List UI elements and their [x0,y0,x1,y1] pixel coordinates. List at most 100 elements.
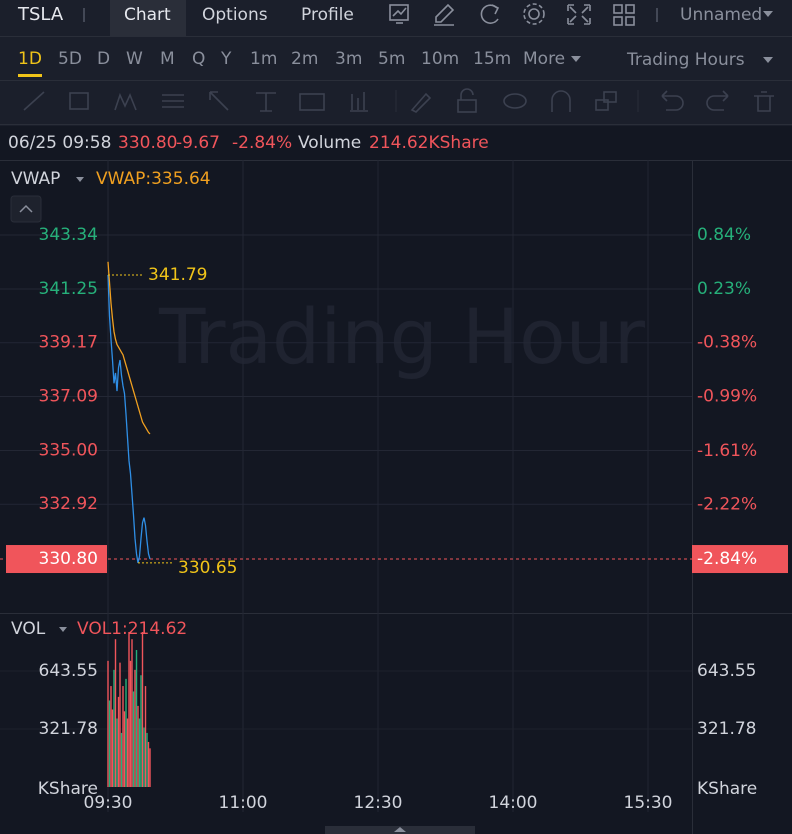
x-tick-label: 12:30 [354,793,403,813]
timeframe[interactable]: D [97,49,110,69]
volume-bar [122,686,124,787]
timeframe[interactable]: 5D [58,49,82,69]
symbol[interactable]: TSLA [17,4,64,25]
y-tick-label: 343.34 [39,225,98,245]
volume-bar [119,662,121,787]
timeframe[interactable]: 10m [421,49,459,69]
dropdown-arrow [763,11,773,17]
volume-bar [126,718,129,787]
volume-bar [120,732,123,787]
y2-tick-label: 0.84% [697,225,751,245]
volume-bar [123,711,126,787]
timeframes: 1D 5D D W M Q Y 1m 2m 3m 5m 10m 15m More [18,49,565,69]
collapse-button[interactable] [10,195,42,223]
volume-bar [125,678,127,787]
y-tick-label: 339.17 [39,333,98,353]
tab[interactable]: Profile [301,5,354,25]
dropdown-arrow [763,57,773,63]
y-tick-label: 341.25 [39,279,98,299]
volume-bar [111,709,114,787]
volume-bar [144,686,147,787]
session-select[interactable]: Trading Hours [626,50,745,70]
timeframe-underline [18,74,42,77]
timeframe[interactable]: 15m [473,49,511,69]
vol-tick-label: 643.55 [39,661,98,681]
x-tick-label: 15:30 [624,793,673,813]
top-icons[interactable] [389,3,635,26]
y2-tick-label: -1.61% [697,441,757,461]
tab[interactable]: Chart [124,5,171,25]
tab[interactable]: Options [202,5,268,25]
volume-bar [114,639,117,787]
caret [394,827,406,832]
volume-bar [147,741,150,787]
drawing-tools[interactable] [23,88,774,113]
volume-bar [134,669,136,787]
timeframe[interactable]: M [160,49,175,69]
volume-bar [138,718,141,787]
quote-volume: 214.62KShare [369,133,489,153]
y-tick-label: 337.09 [39,386,98,406]
high-label: 341.79 [148,265,207,285]
volume-bar [116,718,118,787]
volume-bar [128,631,130,787]
dropdown-arrow [571,56,581,62]
vol-unit: KShare [38,779,98,799]
volume-bar [143,727,145,787]
dropdown-arrow [59,627,67,632]
quote-time: 06/25 09:58 [8,133,111,153]
volume-bar [110,686,112,787]
quote-pct: -2.84% [232,133,292,153]
y-tick-label: 335.00 [39,440,98,460]
x-tick-label: 09:30 [84,793,133,813]
vol-unit: KShare [697,779,757,799]
volume-bar [140,675,142,787]
x-tick-label: 14:00 [489,793,538,813]
timeframe[interactable]: More [523,49,565,69]
volume-bar [146,732,148,787]
timeframe[interactable]: 1m [250,49,277,69]
volume-bar [135,650,138,787]
vol-tick-label: 643.55 [697,661,756,681]
vol-indicator-name: VOL [11,619,46,639]
y2-tick-label: -0.99% [697,386,757,406]
vol-tick-label: 321.78 [697,719,756,739]
volume-bar [137,705,139,787]
vol-tick-label: 321.78 [39,719,98,739]
y2-tick-label: -0.38% [697,333,757,353]
timeframe[interactable]: 5m [378,49,405,69]
x-tick-label: 11:00 [219,793,268,813]
volume-bar [113,669,115,787]
volume-bar [108,700,111,787]
volume-bar [117,696,120,787]
watermark: Trading Hour [158,292,646,381]
quote-last: 330.80 [118,133,177,153]
y-tick-label: 332.92 [39,494,98,514]
caret [19,204,33,213]
timeframe[interactable]: W [126,49,143,69]
quote-volume-label: Volume [298,133,361,153]
timeframe[interactable]: 1D [18,49,42,69]
last-price-label: 330.80 [39,549,98,569]
volume-bar [131,639,133,787]
y2-tick-label: 0.23% [697,279,751,299]
volume-bar [107,660,109,787]
active-tab-bg [110,0,186,36]
timeframe[interactable]: 2m [291,49,318,69]
plot: 09:30 11:00 12:30 14:00 15:30 343.34 341.25 339… [0,160,788,813]
layout-name[interactable]: Unnamed [680,5,762,25]
timeframe[interactable]: Y [220,49,232,69]
dropdown-arrow [76,177,84,182]
quote-change: -9.67 [176,133,220,153]
price-line [107,261,151,435]
timeframe[interactable]: 3m [335,49,362,69]
y2-tick-label: -2.22% [697,494,757,514]
timeframe[interactable]: Q [192,49,205,69]
last-pct-label: -2.84% [697,549,757,569]
volume-bar [149,748,151,787]
volume-bar [141,631,144,787]
price-line [107,274,151,564]
last-pct-box [692,545,788,574]
volume-bar [132,691,135,787]
